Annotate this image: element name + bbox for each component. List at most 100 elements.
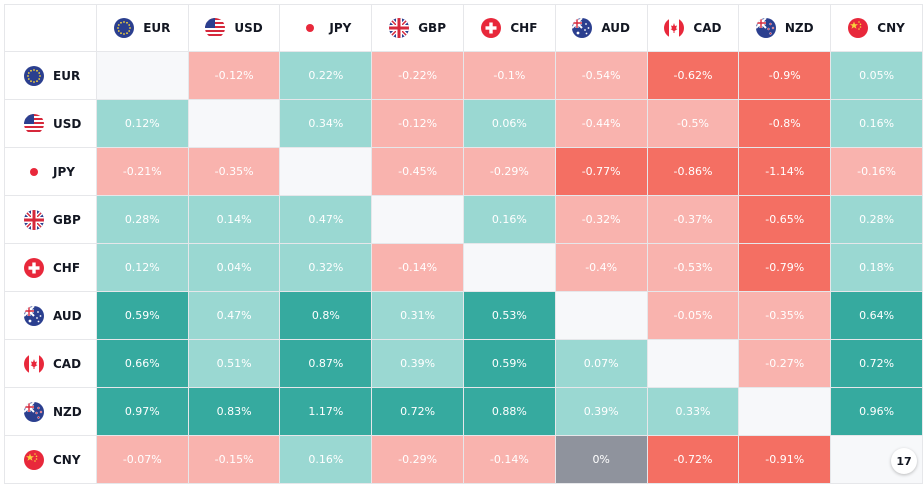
table-row: CNY -0.07% -0.15% 0.16% -0.29% -0.14% 0% -0.72%…: [4, 435, 923, 484]
rate-cell-gbp-chf[interactable]: 0.16%: [463, 195, 556, 244]
rate-cell-aud-nzd[interactable]: -0.35%: [738, 291, 832, 340]
rate-cell-chf-cny[interactable]: 0.18%: [830, 243, 923, 292]
rate-cell-chf-nzd[interactable]: -0.79%: [738, 243, 832, 292]
rate-cell-jpy-cny[interactable]: -0.16%: [830, 147, 923, 196]
rate-cell-eur-jpy[interactable]: 0.22%: [279, 51, 373, 100]
row-header-gbp[interactable]: GBP: [4, 195, 97, 244]
rate-cell-cad-cny[interactable]: 0.72%: [830, 339, 923, 388]
currency-code: EUR: [143, 21, 171, 35]
rate-cell-aud-usd[interactable]: 0.47%: [187, 291, 281, 340]
rate-cell-cad-usd[interactable]: 0.51%: [187, 339, 281, 388]
rate-cell-usd-eur[interactable]: 0.12%: [95, 99, 189, 148]
column-header-usd[interactable]: USD: [187, 4, 281, 52]
column-header-jpy[interactable]: JPY: [279, 4, 373, 52]
rate-cell-cad-aud[interactable]: 0.07%: [554, 339, 648, 388]
currency-code: JPY: [53, 164, 75, 179]
rate-cell-cny-usd[interactable]: -0.15%: [187, 435, 281, 484]
rate-cell-gbp-aud[interactable]: -0.32%: [554, 195, 648, 244]
column-header-chf[interactable]: CHF: [463, 4, 556, 52]
rate-cell-gbp-jpy[interactable]: 0.47%: [279, 195, 373, 244]
column-header-cny[interactable]: CNY: [830, 4, 923, 52]
rate-cell-usd-aud[interactable]: -0.44%: [554, 99, 648, 148]
row-header-usd[interactable]: USD: [4, 99, 97, 148]
column-header-gbp[interactable]: GBP: [371, 4, 464, 52]
rate-cell-jpy-nzd[interactable]: -1.14%: [738, 147, 832, 196]
rate-cell-usd-gbp[interactable]: -0.12%: [371, 99, 464, 148]
currency-code: USD: [234, 21, 263, 35]
row-header-jpy[interactable]: JPY: [4, 147, 97, 196]
rate-cell-usd-cny[interactable]: 0.16%: [830, 99, 923, 148]
column-header-eur[interactable]: EUR: [95, 4, 189, 52]
rate-cell-chf-gbp[interactable]: -0.14%: [371, 243, 464, 292]
rate-cell-nzd-gbp[interactable]: 0.72%: [371, 387, 464, 436]
rate-cell-gbp-cny[interactable]: 0.28%: [830, 195, 923, 244]
row-header-nzd[interactable]: NZD: [4, 387, 97, 436]
row-header-eur[interactable]: EUR: [4, 51, 97, 100]
rate-cell-chf-usd[interactable]: 0.04%: [187, 243, 281, 292]
rate-cell-aud-cad[interactable]: -0.05%: [646, 291, 740, 340]
rate-cell-gbp-cad[interactable]: -0.37%: [646, 195, 740, 244]
rate-cell-jpy-usd[interactable]: -0.35%: [187, 147, 281, 196]
rate-cell-chf-jpy[interactable]: 0.32%: [279, 243, 373, 292]
rate-cell-cny-chf[interactable]: -0.14%: [463, 435, 556, 484]
rate-cell-usd-chf[interactable]: 0.06%: [463, 99, 556, 148]
row-header-chf[interactable]: CHF: [4, 243, 97, 292]
rate-cell-gbp-eur[interactable]: 0.28%: [95, 195, 189, 244]
rate-cell-jpy-aud[interactable]: -0.77%: [554, 147, 648, 196]
currency-code: CHF: [53, 260, 81, 275]
rate-cell-aud-cny[interactable]: 0.64%: [830, 291, 923, 340]
rate-cell-cny-jpy[interactable]: 0.16%: [279, 435, 373, 484]
column-header-cad[interactable]: CAD: [646, 4, 740, 52]
rate-cell-cny-eur[interactable]: -0.07%: [95, 435, 189, 484]
rate-cell-usd-nzd[interactable]: -0.8%: [738, 99, 832, 148]
rate-cell-nzd-usd[interactable]: 0.83%: [187, 387, 281, 436]
rate-cell-aud-chf[interactable]: 0.53%: [463, 291, 556, 340]
nz-flag-icon: [24, 401, 44, 422]
rate-cell-gbp-usd[interactable]: 0.14%: [187, 195, 281, 244]
rate-cell-gbp-nzd[interactable]: -0.65%: [738, 195, 832, 244]
row-header-cny[interactable]: CNY: [4, 435, 97, 484]
rate-cell-nzd-cny[interactable]: 0.96%: [830, 387, 923, 436]
rate-cell-eur-gbp[interactable]: -0.22%: [371, 51, 464, 100]
eu-flag-icon: [114, 18, 135, 38]
rate-cell-nzd-eur[interactable]: 0.97%: [95, 387, 189, 436]
rate-cell-cny-nzd[interactable]: -0.91%: [738, 435, 832, 484]
rate-cell-usd-cad[interactable]: -0.5%: [646, 99, 740, 148]
rate-cell-eur-cny[interactable]: 0.05%: [830, 51, 923, 100]
rate-cell-aud-eur[interactable]: 0.59%: [95, 291, 189, 340]
rate-cell-cad-eur[interactable]: 0.66%: [95, 339, 189, 388]
rate-cell-chf-aud[interactable]: -0.4%: [554, 243, 648, 292]
rate-cell-aud-gbp[interactable]: 0.31%: [371, 291, 464, 340]
rate-cell-nzd-aud[interactable]: 0.39%: [554, 387, 648, 436]
rate-cell-jpy-gbp[interactable]: -0.45%: [371, 147, 464, 196]
rate-cell-eur-cad[interactable]: -0.62%: [646, 51, 740, 100]
rate-cell-eur-usd[interactable]: -0.12%: [187, 51, 281, 100]
rate-cell-chf-eur[interactable]: 0.12%: [95, 243, 189, 292]
au-flag-icon: [572, 18, 593, 38]
row-header-cad[interactable]: CAD: [4, 339, 97, 388]
rate-cell-nzd-jpy[interactable]: 1.17%: [279, 387, 373, 436]
column-header-nzd[interactable]: NZD: [738, 4, 832, 52]
rate-cell-cad-chf[interactable]: 0.59%: [463, 339, 556, 388]
rate-cell-eur-nzd[interactable]: -0.9%: [738, 51, 832, 100]
rate-cell-eur-aud[interactable]: -0.54%: [554, 51, 648, 100]
rate-cell-nzd-cad[interactable]: 0.33%: [646, 387, 740, 436]
rate-cell-cny-gbp[interactable]: -0.29%: [371, 435, 464, 484]
rate-cell-cad-gbp[interactable]: 0.39%: [371, 339, 464, 388]
tradingview-logo-icon[interactable]: 17: [891, 448, 917, 474]
rate-cell-chf-cad[interactable]: -0.53%: [646, 243, 740, 292]
rate-cell-cad-jpy[interactable]: 0.87%: [279, 339, 373, 388]
rate-cell-jpy-chf[interactable]: -0.29%: [463, 147, 556, 196]
rate-cell-jpy-cad[interactable]: -0.86%: [646, 147, 740, 196]
rate-cell-aud-jpy[interactable]: 0.8%: [279, 291, 373, 340]
rate-cell-cny-cad[interactable]: -0.72%: [646, 435, 740, 484]
rate-cell-cny-aud[interactable]: 0%: [554, 435, 648, 484]
rate-cell-cad-nzd[interactable]: -0.27%: [738, 339, 832, 388]
header-row: EUR USD JPY GBP CHF AUD CAD NZD CNY: [4, 4, 923, 52]
column-header-aud[interactable]: AUD: [554, 4, 648, 52]
rate-cell-usd-jpy[interactable]: 0.34%: [279, 99, 373, 148]
rate-cell-nzd-chf[interactable]: 0.88%: [463, 387, 556, 436]
rate-cell-jpy-eur[interactable]: -0.21%: [95, 147, 189, 196]
row-header-aud[interactable]: AUD: [4, 291, 97, 340]
rate-cell-eur-chf[interactable]: -0.1%: [463, 51, 556, 100]
